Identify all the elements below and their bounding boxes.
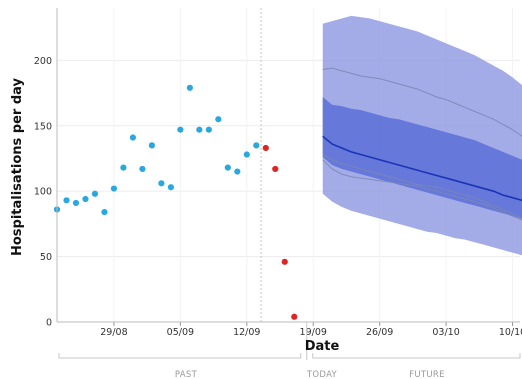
- y-tick-label: 50: [40, 252, 52, 263]
- observed-point: [186, 84, 193, 91]
- observed-point: [177, 126, 184, 133]
- observed-point: [215, 116, 222, 123]
- observed-point: [82, 195, 89, 203]
- time-period-brackets: PAST TODAY FUTURE: [58, 353, 521, 379]
- x-tick-label: 12/09: [233, 327, 260, 338]
- x-axis-title: Date: [305, 339, 340, 354]
- observed-point: [139, 165, 146, 173]
- forecast-median-line: [322, 135, 522, 202]
- observed-point: [243, 151, 250, 158]
- observed-point: [253, 142, 260, 149]
- observed-point: [158, 180, 165, 187]
- observed-point: [91, 190, 99, 197]
- past-label: PAST: [175, 370, 198, 379]
- forecast-scenario-line: [322, 159, 522, 221]
- incomplete-point: [272, 165, 279, 173]
- forecast-inner-interval: [322, 96, 522, 219]
- observed-point: [101, 209, 108, 216]
- x-tick-label: 03/10: [432, 327, 459, 338]
- x-tick-label: 05/09: [167, 327, 194, 338]
- x-tick-label: 29/08: [100, 327, 127, 338]
- period-bracket: [58, 353, 302, 359]
- y-tick-label: 200: [34, 56, 52, 67]
- incomplete-point: [291, 313, 298, 320]
- axes: 0 50 100 150 200 29/08 05/09 12/09 19/09 26/09 03/…: [34, 8, 522, 360]
- observed-point: [196, 126, 203, 133]
- observed-point: [234, 168, 241, 175]
- incomplete-point: [262, 144, 269, 152]
- observed-point: [205, 126, 212, 133]
- observed-point: [72, 199, 80, 207]
- observed-point: [63, 197, 70, 204]
- today-label: TODAY: [306, 370, 338, 379]
- y-tick-label: 150: [34, 121, 52, 132]
- observed-points: [53, 84, 298, 320]
- observed-point: [167, 184, 174, 191]
- observed-point: [148, 142, 155, 149]
- x-tick-label: 26/09: [366, 327, 393, 338]
- y-tick-label: 0: [46, 318, 52, 329]
- observed-point: [224, 164, 231, 171]
- y-tick-label: 100: [34, 187, 52, 198]
- x-tick-label: 10/10: [499, 327, 522, 338]
- observed-point: [110, 185, 118, 192]
- future-label: FUTURE: [409, 370, 445, 379]
- period-bracket: [312, 353, 521, 359]
- forecast-scenario-line: [322, 154, 522, 220]
- forecast-scenario-line: [322, 67, 522, 137]
- observed-point: [129, 134, 137, 141]
- x-tick-label: 19/09: [300, 327, 327, 338]
- observed-point: [120, 164, 127, 171]
- forecast-bands: [322, 15, 522, 256]
- y-axis-title: Hospitalisations per day: [10, 77, 25, 256]
- incomplete-point: [281, 258, 288, 265]
